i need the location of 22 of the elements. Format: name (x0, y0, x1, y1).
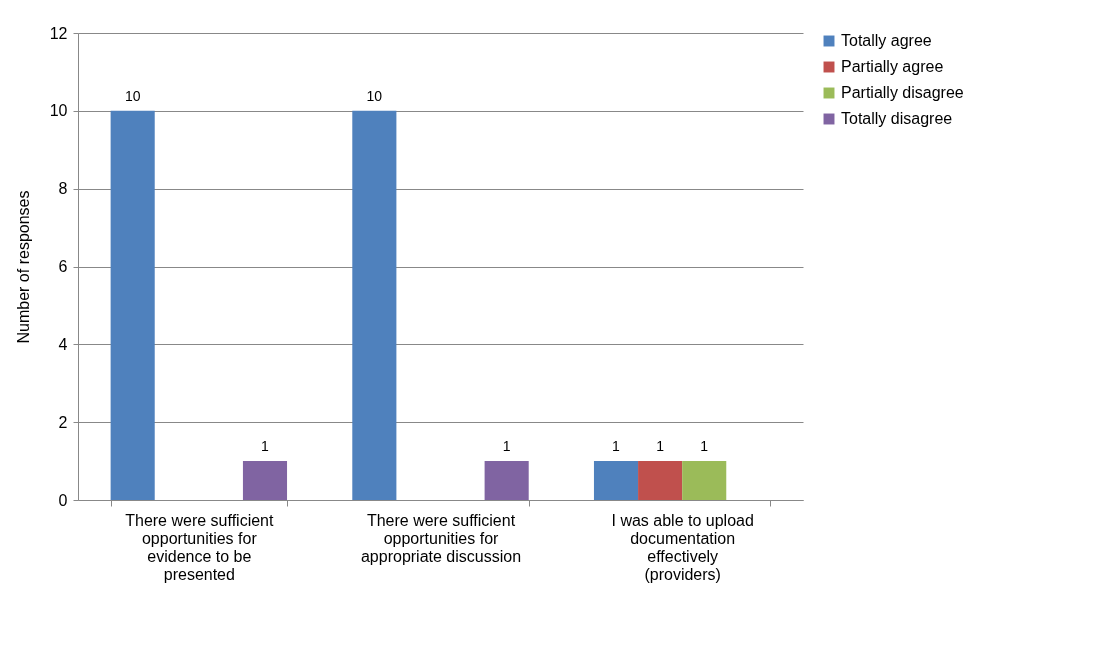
data-label: 1 (612, 438, 621, 455)
x-tick-label: There were sufficient opportunities for evidence to be presented (125, 511, 274, 583)
data-label: 10 (124, 87, 141, 104)
legend-label: Partially disagree (841, 84, 964, 101)
y-tick-label: 10 (49, 102, 68, 120)
x-tick-label: There were sufficient opportunities for appropriate discussion (360, 511, 522, 565)
y-tick-label: 2 (58, 413, 68, 431)
data-label: 1 (700, 438, 709, 455)
y-axis-title: Number of responses (14, 190, 32, 344)
legend-label: Totally agree (841, 32, 932, 49)
data-label: 1 (261, 438, 270, 455)
legend-label: Totally disagree (841, 110, 953, 127)
y-tick-label: 4 (58, 335, 68, 353)
data-label: 10 (366, 87, 383, 104)
data-label: 1 (656, 438, 665, 455)
x-tick-label: I was able to upload documentation effectively (providers) (611, 511, 754, 583)
y-tick-label: 0 (58, 491, 68, 509)
legend-label: Partially agree (841, 58, 944, 75)
data-label: 1 (502, 438, 511, 455)
y-tick-label: 12 (49, 24, 68, 42)
y-tick-label: 8 (58, 180, 68, 198)
y-tick-label: 6 (58, 258, 68, 275)
